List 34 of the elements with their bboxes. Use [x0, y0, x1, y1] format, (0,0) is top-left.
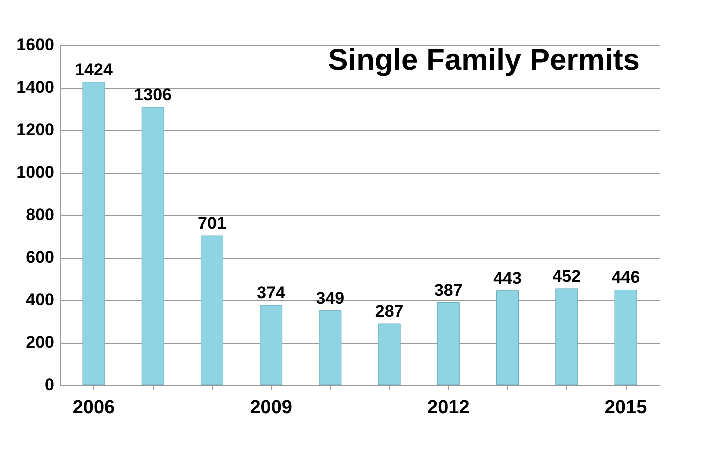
y-tick-label: 0 [45, 376, 54, 394]
bar [556, 288, 578, 386]
data-label: 1306 [134, 85, 172, 104]
data-label: 287 [375, 302, 404, 322]
bar [142, 107, 164, 386]
bar [437, 302, 460, 386]
x-tick-label: 2012 [428, 398, 470, 418]
y-tick-label: 1400 [16, 78, 54, 97]
x-tick-label: 2006 [72, 398, 116, 418]
y-tick-label: 1000 [16, 163, 54, 182]
chart-title: Single Family Permits [328, 44, 640, 77]
bar [378, 324, 401, 386]
y-tick-label: 800 [26, 206, 54, 224]
data-label: 374 [257, 284, 286, 303]
x-tick-label: 2015 [604, 398, 648, 418]
data-label: 446 [612, 268, 640, 288]
data-label: 387 [434, 280, 463, 300]
y-tick-label: 1200 [16, 120, 54, 140]
data-label: 443 [494, 268, 522, 288]
bar [319, 310, 342, 386]
x-tick-label: 2009 [250, 398, 292, 418]
y-tick-label: 200 [26, 333, 54, 352]
y-tick-label: 1600 [16, 36, 54, 54]
data-label: 349 [316, 288, 345, 308]
y-tick-label: 400 [26, 290, 54, 310]
bar [82, 82, 106, 386]
bar [260, 305, 283, 386]
data-label: 1424 [75, 60, 114, 80]
bar [614, 290, 638, 386]
y-tick-label: 600 [26, 248, 54, 267]
bar [200, 236, 224, 386]
bar [496, 290, 520, 386]
data-label: 701 [198, 214, 226, 234]
data-label: 452 [552, 266, 582, 286]
